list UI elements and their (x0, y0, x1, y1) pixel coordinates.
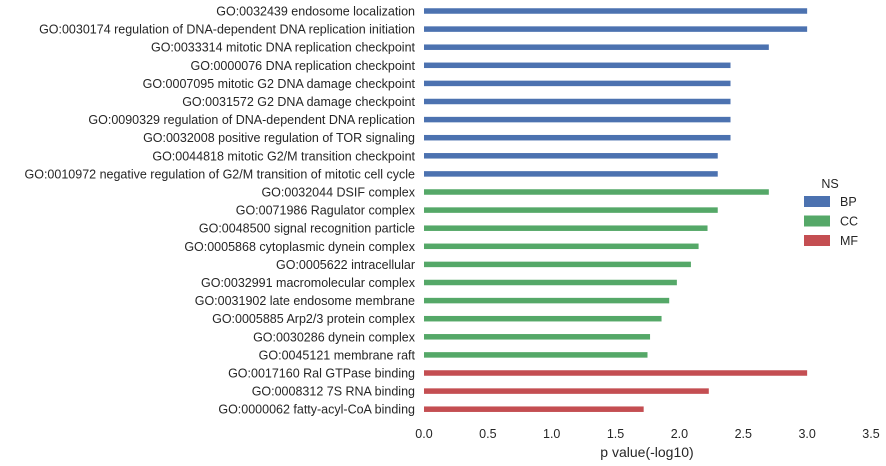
category-label: GO:0000076 DNA replication checkpoint (191, 59, 416, 73)
bar-bp (424, 8, 808, 14)
category-label: GO:0005868 cytoplasmic dynein complex (184, 240, 415, 254)
category-label: GO:0031902 late endosome membrane (195, 294, 415, 308)
category-labels: GO:0032439 endosome localization GO:00301… (25, 5, 416, 417)
x-tick-label: 0.5 (479, 427, 496, 441)
category-label: GO:0030174 regulation of DNA-dependent D… (39, 23, 415, 37)
bar-bp (424, 171, 718, 177)
x-tick-label: 2.0 (671, 427, 688, 441)
bar-cc (424, 315, 662, 322)
bar-cc (424, 279, 677, 286)
legend-swatch-bp (804, 196, 830, 207)
bar-mf (424, 370, 808, 376)
bar-mf (424, 406, 644, 412)
category-label: GO:0032991 macromolecular complex (201, 276, 416, 290)
category-label: GO:0031572 G2 DNA damage checkpoint (182, 95, 415, 109)
bar-cc (424, 261, 691, 268)
legend: NS BP CC MF (804, 177, 858, 248)
bar-cc (424, 352, 648, 358)
x-tick-label: 2.5 (735, 427, 752, 441)
category-label: GO:0007095 mitotic G2 DNA damage checkpo… (143, 77, 416, 91)
category-label: GO:0048500 signal recognition particle (199, 222, 415, 236)
category-label: GO:0000062 fatty-acyl-CoA binding (218, 403, 415, 417)
x-axis-ticks: 0.0 0.5 1.0 1.5 2.0 2.5 3.0 3.5 (415, 427, 879, 441)
legend-swatch-mf (804, 235, 830, 246)
bar-cc (424, 225, 708, 231)
bar-cc (424, 207, 718, 213)
x-tick-label: 1.0 (543, 427, 560, 441)
category-label: GO:0010972 negative regulation of G2/M t… (25, 167, 416, 181)
category-label: GO:0005885 Arp2/3 protein complex (212, 312, 416, 326)
bar-bp (424, 116, 731, 123)
bars-layer (424, 8, 808, 412)
legend-swatch-cc (804, 215, 830, 227)
category-label: GO:0005622 intracellular (276, 258, 415, 272)
legend-label-mf: MF (840, 234, 858, 248)
bar-bp (424, 134, 731, 141)
bar-bp (424, 98, 731, 105)
legend-label-cc: CC (840, 215, 858, 229)
category-label: GO:0045121 membrane raft (259, 348, 416, 362)
bar-bp (424, 26, 808, 32)
x-tick-label: 1.5 (607, 427, 624, 441)
bar-bp (424, 62, 731, 69)
bar-bp (424, 80, 731, 87)
category-label: GO:0032008 positive regulation of TOR si… (143, 131, 415, 145)
legend-label-bp: BP (840, 195, 857, 209)
bar-cc (424, 297, 670, 304)
bar-cc (424, 189, 769, 195)
bar-cc (424, 334, 651, 340)
category-label: GO:0032439 endosome localization (216, 5, 415, 19)
x-axis-label: p value(-log10) (600, 444, 693, 460)
category-label: GO:0090329 regulation of DNA-dependent D… (88, 113, 415, 127)
bar-bp (424, 44, 769, 50)
category-label: GO:0033314 mitotic DNA replication check… (151, 41, 416, 55)
category-label: GO:0071986 Ragulator complex (236, 204, 416, 218)
bar-mf (424, 388, 709, 394)
category-label: GO:0044818 mitotic G2/M transition check… (152, 149, 415, 163)
legend-title: NS (821, 177, 838, 191)
x-tick-label: 3.0 (798, 427, 815, 441)
x-tick-label: 3.5 (862, 427, 879, 441)
category-label: GO:0032044 DSIF complex (261, 186, 415, 200)
bar-cc (424, 243, 699, 250)
category-label: GO:0017160 Ral GTPase binding (228, 367, 415, 381)
bar-bp (424, 153, 718, 159)
x-tick-label: 0.0 (415, 427, 432, 441)
category-label: GO:0030286 dynein complex (253, 330, 416, 344)
category-label: GO:0008312 7S RNA binding (252, 385, 415, 399)
